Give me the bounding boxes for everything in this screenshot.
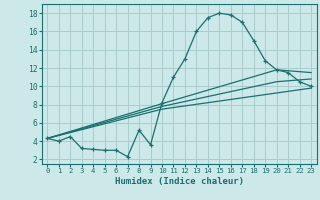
X-axis label: Humidex (Indice chaleur): Humidex (Indice chaleur) [115,177,244,186]
